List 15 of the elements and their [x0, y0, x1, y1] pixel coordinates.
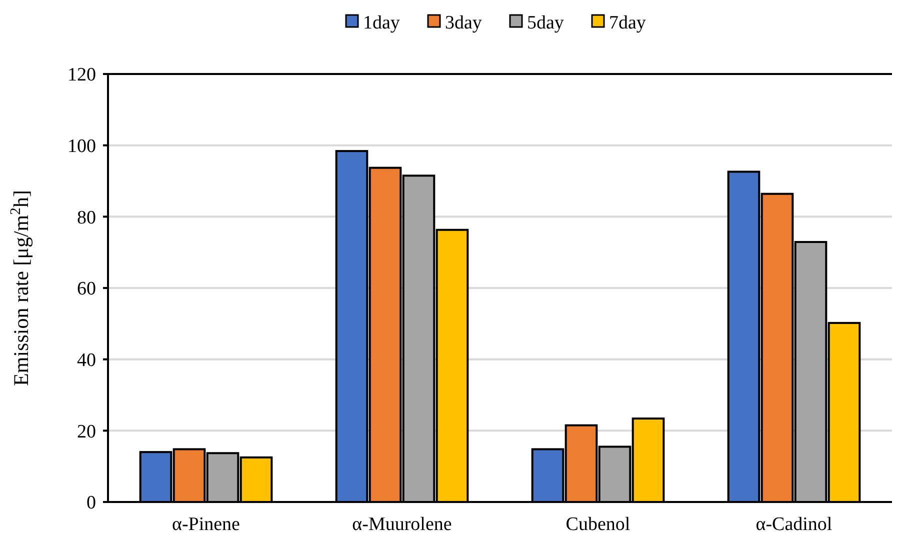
x-tick-label: Cubenol: [566, 514, 630, 535]
x-tick-label: α-Pinene: [172, 514, 240, 535]
y-tick-label: 20: [77, 421, 96, 442]
legend-label: 5day: [527, 12, 564, 34]
y-tick-label: 0: [86, 492, 96, 514]
y-tick-label: 80: [77, 207, 96, 228]
y-tick-label: 40: [77, 350, 96, 371]
legend-label: 7day: [609, 12, 646, 34]
legend-label: 1day: [363, 12, 400, 34]
legend-label: 3day: [445, 12, 482, 34]
y-tick-label: 100: [68, 136, 96, 157]
y-tick-label: 120: [68, 64, 96, 86]
x-tick-label: α-Muurolene: [352, 514, 452, 535]
y-tick-label: 60: [77, 278, 96, 300]
x-tick-label: α-Cadinol: [756, 514, 832, 535]
